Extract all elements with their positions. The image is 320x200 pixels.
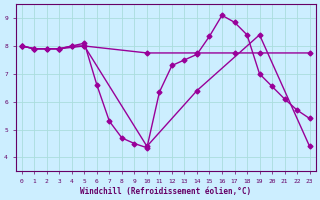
X-axis label: Windchill (Refroidissement éolien,°C): Windchill (Refroidissement éolien,°C) — [80, 187, 251, 196]
